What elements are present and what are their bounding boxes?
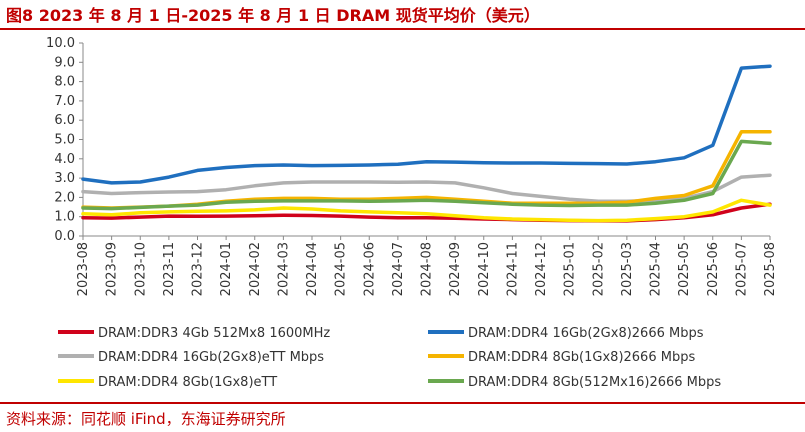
x-tick-label: 2025-08 (763, 242, 778, 296)
x-tick-label: 2024-07 (391, 242, 406, 296)
x-tick-label: 2024-11 (505, 242, 520, 296)
legend-label: DRAM:DDR4 8Gb(1Gx8)eTT (98, 375, 277, 390)
legend-label: DRAM:DDR4 8Gb(1Gx8)2666 Mbps (468, 350, 695, 365)
x-tick-label: 2024-08 (420, 242, 435, 296)
y-tick-label: 10.0 (46, 36, 75, 51)
x-tick-label: 2025-04 (649, 242, 664, 296)
series-line (81, 173, 772, 204)
y-tick-label: 3.0 (54, 171, 75, 186)
x-tick-label: 2024-03 (276, 242, 291, 296)
figure-title: 图8 2023 年 8 月 1 日-2025 年 8 月 1 日 DRAM 现货… (6, 6, 540, 25)
source-note: 资料来源：同花顺 iFind，东海证券研究所 (6, 410, 286, 428)
y-tick-label: 4.0 (54, 152, 75, 167)
y-tick-label: 0.0 (54, 229, 75, 244)
title-underline (0, 28, 805, 30)
x-tick-label: 2025-07 (734, 242, 749, 296)
x-tick-label: 2023-10 (133, 242, 148, 296)
legend-label: DRAM:DDR4 8Gb(512Mx16)2666 Mbps (468, 375, 721, 390)
x-tick-label: 2025-03 (620, 242, 635, 296)
y-tick-label: 6.0 (54, 113, 75, 128)
series-line (81, 130, 772, 210)
x-tick-label: 2024-01 (219, 242, 234, 296)
y-tick-label: 2.0 (54, 190, 75, 205)
x-tick-label: 2023-09 (105, 242, 120, 296)
x-tick-label: 2024-12 (534, 242, 549, 296)
legend-label: DRAM:DDR3 4Gb 512Mx8 1600MHz (98, 326, 330, 341)
x-tick-label: 2024-05 (334, 242, 349, 296)
series-line (81, 198, 772, 223)
source-divider (0, 402, 805, 404)
x-tick-label: 2024-10 (477, 242, 492, 296)
x-tick-label: 2023-11 (162, 242, 177, 296)
series-line (81, 139, 772, 211)
x-tick-label: 2025-01 (563, 242, 578, 296)
x-tick-label: 2023-08 (76, 242, 91, 296)
x-tick-label: 2023-12 (191, 242, 206, 296)
legend-label: DRAM:DDR4 16Gb(2Gx8)eTT Mbps (98, 350, 324, 365)
x-tick-label: 2025-06 (706, 242, 721, 296)
y-tick-label: 5.0 (54, 133, 75, 148)
x-tick-label: 2024-02 (248, 242, 263, 296)
series-line (81, 64, 772, 185)
legend-label: DRAM:DDR4 16Gb(2Gx8)2666 Mbps (468, 326, 704, 341)
x-tick-label: 2025-02 (591, 242, 606, 296)
y-tick-label: 1.0 (54, 210, 75, 225)
x-tick-label: 2025-05 (677, 242, 692, 296)
y-tick-label: 9.0 (54, 55, 75, 70)
x-tick-label: 2024-06 (362, 242, 377, 296)
y-tick-label: 7.0 (54, 94, 75, 109)
x-tick-label: 2024-09 (448, 242, 463, 296)
x-tick-label: 2024-04 (305, 242, 320, 296)
y-tick-label: 8.0 (54, 75, 75, 90)
